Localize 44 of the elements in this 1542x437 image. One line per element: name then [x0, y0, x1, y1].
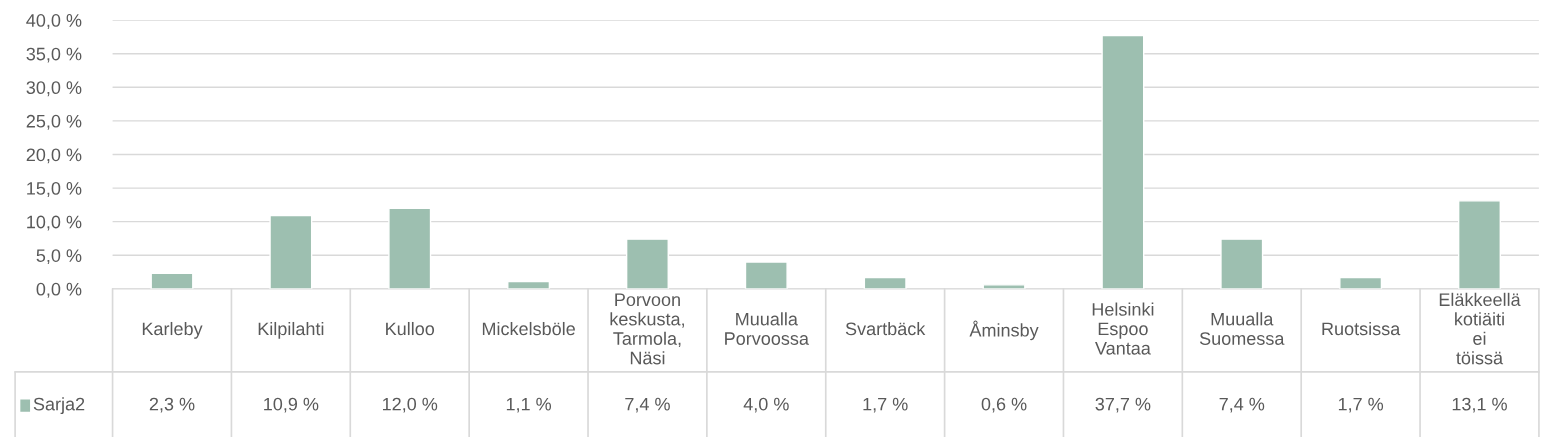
x-tick-label: Muualla Porvoossa	[725, 312, 809, 345]
bar	[150, 272, 194, 289]
bar	[1101, 34, 1145, 289]
x-tick-label: Åminsby	[969, 320, 1039, 341]
bar	[1339, 276, 1383, 289]
x-tick-label: Mickelsböle	[482, 321, 575, 336]
x-tick-label: Kilpilahti	[258, 321, 324, 339]
data-label: 4,0 %	[743, 397, 789, 413]
data-label: 1,1 %	[506, 397, 552, 413]
x-tick-label: Ruotsissa	[1322, 321, 1401, 336]
y-tick-label: 40,0 %	[26, 14, 82, 29]
legend-label: Sarja2	[33, 397, 85, 415]
data-label: 37,7 %	[1095, 397, 1151, 413]
y-tick-label: 10,0 %	[27, 215, 82, 231]
data-label: 7,4 %	[625, 397, 670, 413]
x-tick-label: Svartbäck	[845, 321, 926, 336]
data-label: 10,9 %	[264, 397, 319, 413]
bar	[1457, 200, 1501, 289]
x-tick-label: Muualla Suomessa	[1199, 312, 1285, 345]
data-label: 2,3 %	[149, 397, 195, 413]
y-tick-label: 0,0 %	[36, 282, 82, 298]
x-tick-label: Karleby	[142, 321, 203, 339]
y-tick-label: 20,0 %	[26, 148, 82, 164]
data-label: 0,6 %	[981, 397, 1027, 413]
data-label: 12,0 %	[382, 397, 438, 413]
bar	[863, 276, 907, 289]
x-tick-label: Eläkkeellä kotiäiti ei töissä	[1439, 292, 1521, 365]
x-tick-label: Porvoon keskusta, Tarmola, Näsi	[610, 293, 684, 365]
y-tick-label: 15,0 %	[27, 182, 82, 197]
data-label: 13,1 %	[1452, 397, 1507, 413]
bar	[1220, 238, 1264, 289]
y-tick-label: 35,0 %	[26, 47, 82, 63]
data-label: 1,7 %	[863, 397, 908, 413]
bar	[744, 261, 788, 289]
x-tick-label: Kulloo	[386, 321, 435, 336]
bar	[269, 214, 313, 289]
y-tick-label: 25,0 %	[26, 114, 82, 130]
bar	[625, 238, 669, 289]
x-tick-label: Helsinki Espoo Vantaa	[1092, 302, 1154, 355]
bar	[388, 207, 432, 289]
data-label: 7,4 %	[1219, 397, 1265, 413]
y-tick-label: 5,0 %	[36, 249, 82, 265]
data-label: 1,7 %	[1338, 397, 1384, 413]
y-tick-label: 30,0 %	[26, 81, 82, 97]
